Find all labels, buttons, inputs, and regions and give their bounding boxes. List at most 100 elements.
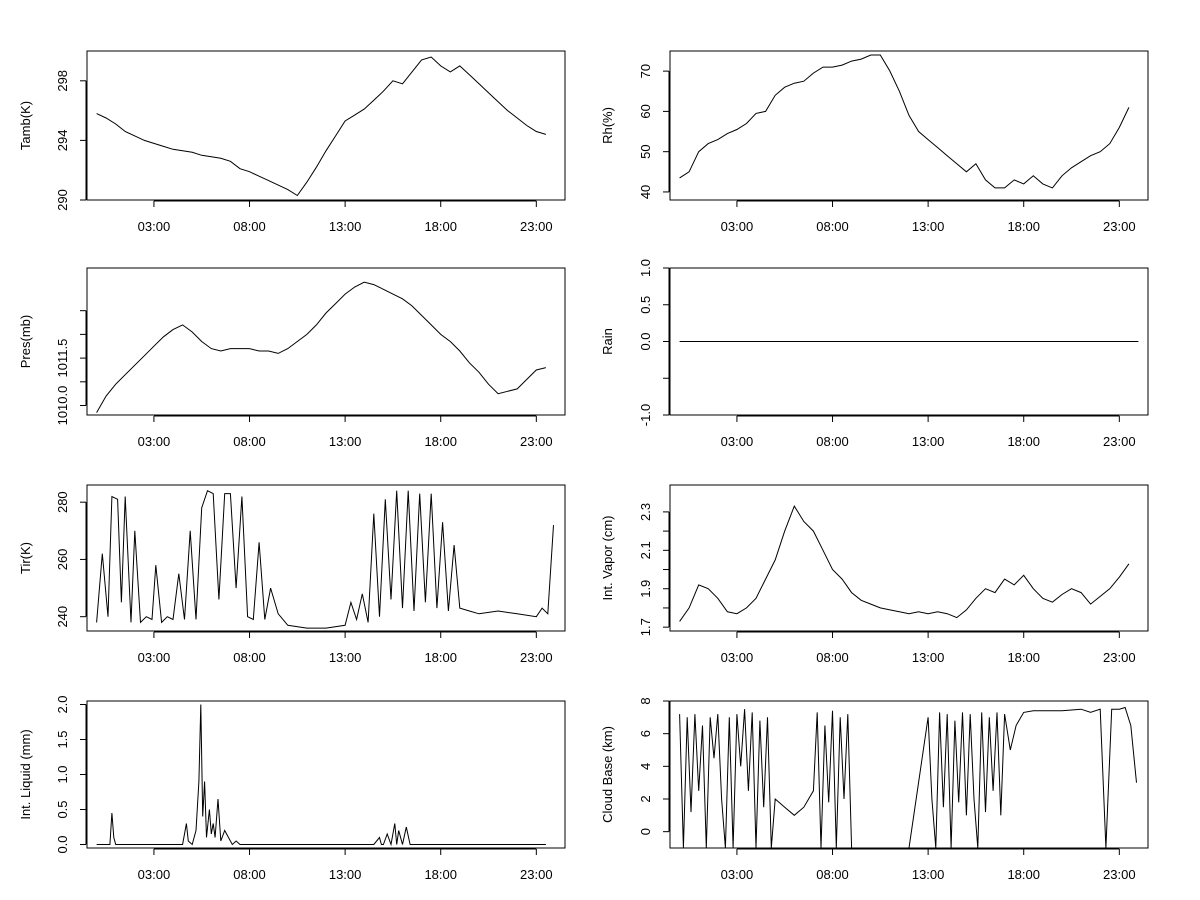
x-tick-label: 13:00 bbox=[912, 434, 945, 449]
y-tick-label: 6 bbox=[638, 730, 653, 737]
y-tick-label: 280 bbox=[55, 491, 70, 513]
plot-frame bbox=[86, 700, 566, 849]
y-axis-label: Pres(mb) bbox=[18, 315, 33, 368]
x-tick-label: 13:00 bbox=[912, 219, 945, 234]
plot-frame bbox=[669, 50, 1149, 201]
x-tick-label: 03:00 bbox=[138, 219, 171, 234]
y-tick-label: 1.0 bbox=[55, 765, 70, 783]
series-line bbox=[96, 489, 554, 629]
panel-3: 03:00 08:00 13:00 18:00 23:00 -1.0 0.0 0.5 1.0 Ra… bbox=[600, 259, 1149, 449]
x-tick-label: 03:00 bbox=[721, 219, 754, 234]
series-line bbox=[96, 281, 547, 413]
plot-frame bbox=[86, 50, 566, 201]
y-tick-label: 2.0 bbox=[55, 695, 70, 713]
y-tick-label: 294 bbox=[55, 130, 70, 152]
x-tick-label: 13:00 bbox=[329, 434, 362, 449]
x-tick-label: 18:00 bbox=[424, 219, 457, 234]
panel-7: 03:00 08:00 13:00 18:00 23:00 0 2 4 6 8 Cloud Base… bbox=[600, 697, 1149, 882]
panel-4: 03:00 08:00 13:00 18:00 23:00 240 260 280 Tir(K) bbox=[18, 484, 566, 665]
y-tick-label: 60 bbox=[638, 104, 653, 118]
y-axis-label: Int. Vapor (cm) bbox=[600, 515, 615, 600]
y-tick-label: 2.1 bbox=[638, 541, 653, 559]
x-tick-label: 18:00 bbox=[1007, 867, 1040, 882]
y-tick-label: 0.0 bbox=[638, 332, 653, 350]
x-tick-label: 13:00 bbox=[329, 219, 362, 234]
panel-2: 03:00 08:00 13:00 18:00 23:00 1010.0 1011.5 Pre… bbox=[18, 267, 566, 449]
y-tick-label: 1.9 bbox=[638, 580, 653, 598]
y-axis-label: Cloud Base (km) bbox=[600, 726, 615, 823]
x-tick-label: 23:00 bbox=[1103, 434, 1136, 449]
x-tick-label: 18:00 bbox=[424, 650, 457, 665]
series-line bbox=[679, 54, 1130, 189]
y-tick-label: 8 bbox=[638, 697, 653, 704]
y-tick-label: 260 bbox=[55, 549, 70, 571]
x-tick-label: 08:00 bbox=[816, 867, 849, 882]
series-line bbox=[679, 706, 1137, 849]
plot-frame bbox=[86, 267, 566, 416]
y-axis-label: Rh(%) bbox=[600, 107, 615, 144]
plot-frame bbox=[669, 484, 1149, 632]
x-tick-label: 08:00 bbox=[816, 650, 849, 665]
y-tick-label: 240 bbox=[55, 606, 70, 628]
y-tick-label: 298 bbox=[55, 70, 70, 92]
x-tick-label: 08:00 bbox=[816, 434, 849, 449]
y-tick-label: 70 bbox=[638, 64, 653, 78]
x-tick-label: 13:00 bbox=[912, 867, 945, 882]
x-tick-label: 18:00 bbox=[424, 434, 457, 449]
y-axis-label: Tir(K) bbox=[18, 542, 33, 574]
y-tick-label: 2 bbox=[638, 795, 653, 802]
x-tick-label: 08:00 bbox=[233, 434, 266, 449]
x-tick-label: 18:00 bbox=[424, 867, 457, 882]
x-tick-label: 08:00 bbox=[233, 219, 266, 234]
plot-frame bbox=[86, 484, 566, 632]
x-tick-label: 03:00 bbox=[138, 867, 171, 882]
y-tick-label: 50 bbox=[638, 144, 653, 158]
x-tick-label: 03:00 bbox=[721, 650, 754, 665]
y-tick-label: 0.5 bbox=[638, 296, 653, 314]
y-tick-label: 1010.0 bbox=[55, 386, 70, 426]
panel-1: 03:00 08:00 13:00 18:00 23:00 40 50 60 70 Rh(%) bbox=[600, 50, 1149, 234]
y-tick-label: 0.5 bbox=[55, 800, 70, 818]
series-line bbox=[96, 56, 547, 197]
x-tick-label: 18:00 bbox=[1007, 434, 1040, 449]
x-tick-label: 18:00 bbox=[1007, 650, 1040, 665]
y-tick-label: 0.0 bbox=[55, 835, 70, 853]
panel-0: 03:00 08:00 13:00 18:00 23:00 290 294 298 Tamb(K… bbox=[18, 50, 566, 234]
y-tick-label: 1.0 bbox=[638, 259, 653, 277]
x-tick-label: 03:00 bbox=[138, 650, 171, 665]
x-tick-label: 08:00 bbox=[816, 219, 849, 234]
x-tick-label: 08:00 bbox=[233, 650, 266, 665]
panel-6: 03:00 08:00 13:00 18:00 23:00 0.0 0.5 1.0 1.5 2.0… bbox=[18, 695, 566, 882]
x-tick-label: 23:00 bbox=[520, 867, 553, 882]
x-tick-label: 13:00 bbox=[912, 650, 945, 665]
y-tick-label: 290 bbox=[55, 189, 70, 211]
x-tick-label: 03:00 bbox=[721, 434, 754, 449]
plot-frame bbox=[669, 700, 1149, 849]
y-tick-label: 2.3 bbox=[638, 503, 653, 521]
y-tick-label: 0 bbox=[638, 828, 653, 835]
series-line bbox=[96, 704, 546, 847]
panel-5: 03:00 08:00 13:00 18:00 23:00 1.7 1.9 2.1 2.3 Int… bbox=[600, 484, 1149, 665]
x-tick-label: 08:00 bbox=[233, 867, 266, 882]
y-tick-label: 1011.5 bbox=[55, 339, 70, 378]
x-tick-label: 03:00 bbox=[138, 434, 171, 449]
series-line bbox=[679, 504, 1130, 622]
x-tick-label: 18:00 bbox=[1007, 219, 1040, 234]
x-tick-label: 13:00 bbox=[329, 867, 362, 882]
x-tick-label: 23:00 bbox=[1103, 219, 1136, 234]
x-tick-label: 23:00 bbox=[1103, 650, 1136, 665]
x-tick-label: 13:00 bbox=[329, 650, 362, 665]
plot-frame bbox=[669, 267, 1149, 416]
y-tick-label: 40 bbox=[638, 185, 653, 199]
x-tick-label: 23:00 bbox=[520, 434, 553, 449]
y-axis-label: Int. Liquid (mm) bbox=[18, 729, 33, 819]
y-tick-label: 1.5 bbox=[55, 730, 70, 748]
y-tick-label: 1.7 bbox=[638, 618, 653, 636]
x-tick-label: 03:00 bbox=[721, 867, 754, 882]
y-tick-label: -1.0 bbox=[638, 404, 653, 426]
y-axis-label: Rain bbox=[600, 328, 615, 355]
x-tick-label: 23:00 bbox=[520, 219, 553, 234]
y-tick-label: 4 bbox=[638, 763, 653, 770]
y-axis-label: Tamb(K) bbox=[18, 101, 33, 150]
